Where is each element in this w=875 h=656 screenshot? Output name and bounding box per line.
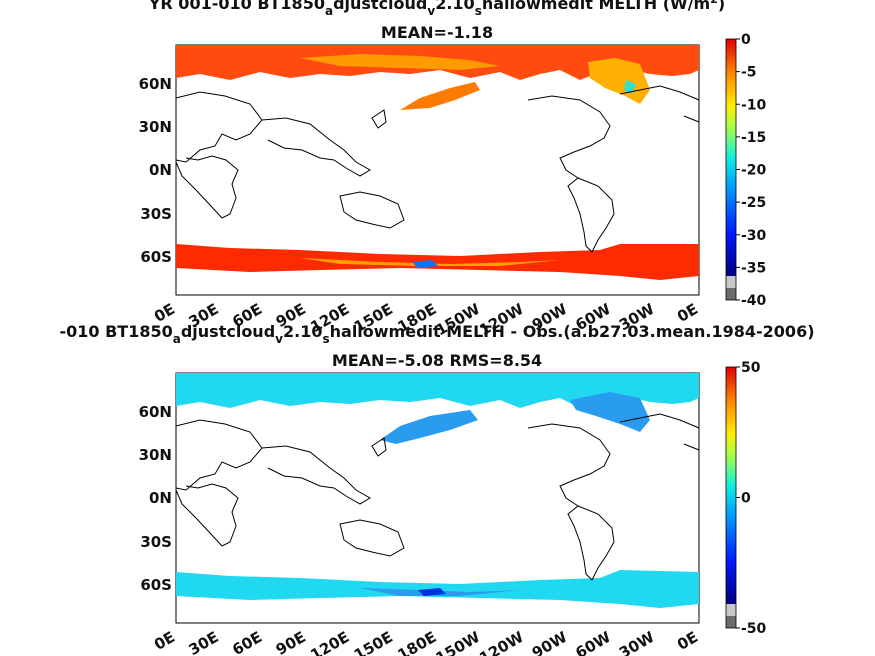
top-arctic-field-inner bbox=[300, 54, 500, 70]
bottom-y-axis: 60N 30N 0N 30S 60S bbox=[139, 403, 172, 594]
xtick-label: 90W bbox=[529, 628, 571, 656]
xtick-label: 30W bbox=[616, 628, 658, 656]
top-ytick-60s: 60S bbox=[140, 248, 172, 266]
top-colorbar-ticks: 0 -5 -10 -15 -20 -25 -30 -35 -40 bbox=[736, 32, 767, 309]
bottom-colorbar: 50 0 -50 bbox=[725, 360, 767, 637]
xtick-label: 30E bbox=[186, 628, 222, 656]
bottom-npacific-field bbox=[380, 410, 478, 444]
colorbar-tick-label: -35 bbox=[741, 260, 766, 276]
colorbar-tick-label: -20 bbox=[741, 163, 767, 179]
top-title: YR 001-010 BT1850adjustcloudv2.10shallow… bbox=[148, 0, 725, 18]
xtick-label: 150E bbox=[351, 628, 396, 656]
top-colorbar-under-dark bbox=[726, 288, 736, 300]
top-southern-blue-spot bbox=[412, 260, 438, 268]
top-panel: YR 001-010 BT1850adjustcloudv2.10shallow… bbox=[139, 0, 767, 339]
colorbar-tick-label: -50 bbox=[741, 621, 767, 637]
colorbar-tick-label: -5 bbox=[741, 65, 757, 81]
top-ytick-30s: 30S bbox=[140, 205, 172, 223]
top-npacific-field bbox=[400, 82, 480, 110]
bottom-map bbox=[175, 372, 700, 624]
top-y-axis: 60N 30N 0N 30S 60S bbox=[139, 75, 172, 266]
bottom-colorbar-under-dark bbox=[726, 616, 736, 628]
xtick-label: 120W bbox=[476, 628, 527, 656]
bottom-ytick-30n: 30N bbox=[139, 446, 172, 464]
bottom-colorbar-ticks: 50 0 -50 bbox=[736, 360, 767, 637]
bottom-ytick-30s: 30S bbox=[140, 533, 172, 551]
colorbar-tick-label: -10 bbox=[741, 97, 767, 113]
bottom-ytick-60s: 60S bbox=[140, 576, 172, 594]
bottom-title-prefix: -010 BT1850 bbox=[59, 322, 172, 341]
bottom-natlantic-field bbox=[570, 392, 650, 432]
bottom-stats-label: MEAN=-5.08 RMS=8.54 bbox=[332, 351, 542, 370]
bottom-colorbar-under-light bbox=[726, 604, 736, 616]
colorbar-tick-label: -30 bbox=[741, 228, 767, 244]
bottom-title: -010 BT1850adjustcloudv2.10shallowmedit … bbox=[59, 322, 814, 346]
bottom-colorbar-gradient bbox=[726, 367, 736, 604]
colorbar-tick-label: -15 bbox=[741, 130, 766, 146]
bottom-arctic-field bbox=[176, 373, 699, 408]
top-natlantic-field bbox=[588, 58, 650, 104]
top-colorbar: 0 -5 -10 -15 -20 -25 -30 -35 -40 bbox=[725, 32, 767, 309]
colorbar-tick-label: -40 bbox=[741, 293, 767, 309]
top-ytick-0n: 0N bbox=[149, 161, 172, 179]
xtick-label: 60W bbox=[572, 628, 614, 656]
bottom-panel: -010 BT1850adjustcloudv2.10shallowmedit … bbox=[59, 322, 814, 656]
top-labrador-spot bbox=[624, 80, 636, 94]
bottom-southern-dark-spot bbox=[418, 588, 446, 596]
colorbar-tick-label: -25 bbox=[741, 195, 766, 211]
xtick-label: 0E bbox=[674, 628, 701, 654]
bottom-coastlines bbox=[175, 413, 700, 581]
xtick-label: 0E bbox=[151, 628, 178, 654]
bottom-ytick-60n: 60N bbox=[139, 403, 172, 421]
top-colorbar-gradient bbox=[726, 39, 736, 276]
xtick-label: 120E bbox=[307, 628, 352, 656]
top-southern-field bbox=[176, 244, 699, 280]
top-southern-field-inner bbox=[300, 258, 560, 266]
colorbar-tick-label: 0 bbox=[741, 32, 751, 48]
top-ytick-30n: 30N bbox=[139, 118, 172, 136]
top-map bbox=[175, 44, 700, 296]
xtick-label: 90E bbox=[273, 628, 309, 656]
colorbar-tick-label: 50 bbox=[741, 360, 761, 376]
top-mean-label: MEAN=-1.18 bbox=[381, 23, 493, 42]
top-colorbar-under-light bbox=[726, 276, 736, 288]
top-title-prefix: YR 001-010 BT1850 bbox=[148, 0, 325, 13]
top-coastlines bbox=[175, 85, 700, 253]
top-ytick-60n: 60N bbox=[139, 75, 172, 93]
bottom-ytick-0n: 0N bbox=[149, 489, 172, 507]
xtick-label: 60E bbox=[229, 628, 265, 656]
colorbar-tick-label: 0 bbox=[741, 491, 751, 507]
